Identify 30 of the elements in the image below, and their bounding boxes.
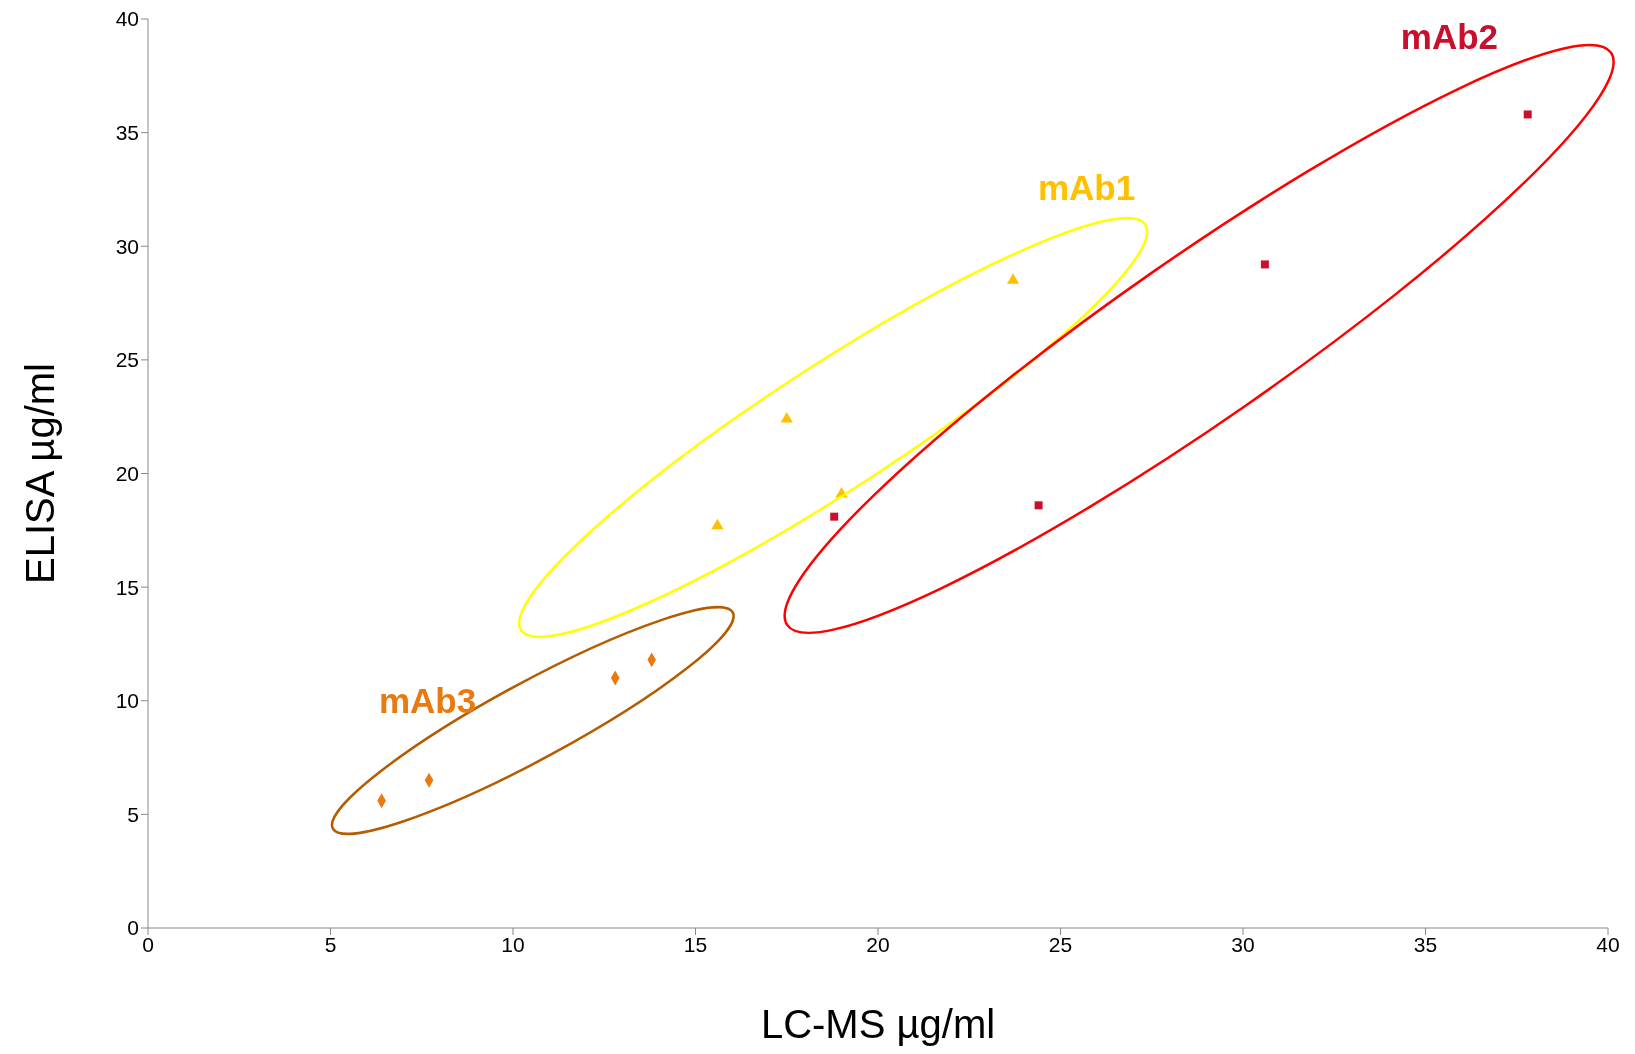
x-tick-label: 40 [1596, 932, 1620, 956]
point [1034, 501, 1043, 510]
y-tick-label: 0 [127, 916, 139, 940]
x-tick-label: 35 [1413, 932, 1438, 956]
point [830, 512, 839, 521]
series-label: mAb2 [1400, 17, 1499, 57]
point [1260, 260, 1269, 269]
y-tick-label: 40 [115, 7, 139, 31]
text: mAb1 [1037, 168, 1136, 208]
y-tick-label: 35 [115, 121, 139, 145]
y-tick-label: 10 [115, 689, 139, 713]
x-axis-title: LC-MS µg/ml [760, 1002, 996, 1046]
x-tick-label: 15 [683, 932, 708, 956]
x-tick-label: 0 [142, 932, 154, 956]
point [780, 411, 793, 423]
y-tick-label: 30 [115, 234, 139, 258]
x-tick-label: 5 [324, 932, 337, 956]
y-tick-label: 25 [115, 348, 139, 372]
y-axis-title: ELISA µg/ml [18, 363, 63, 584]
point [711, 518, 724, 530]
text: mAb3 [378, 681, 477, 721]
x-tick-label: 25 [1048, 932, 1073, 956]
point [1523, 110, 1532, 119]
y-tick-label: 15 [115, 575, 139, 599]
y-tick-label: 5 [127, 802, 139, 826]
y-tick-label: 20 [115, 461, 139, 485]
x-tick-label: 20 [866, 932, 890, 956]
x-tick-label: 30 [1231, 932, 1255, 956]
x-tick-label: 10 [501, 932, 525, 956]
point [1006, 273, 1020, 284]
